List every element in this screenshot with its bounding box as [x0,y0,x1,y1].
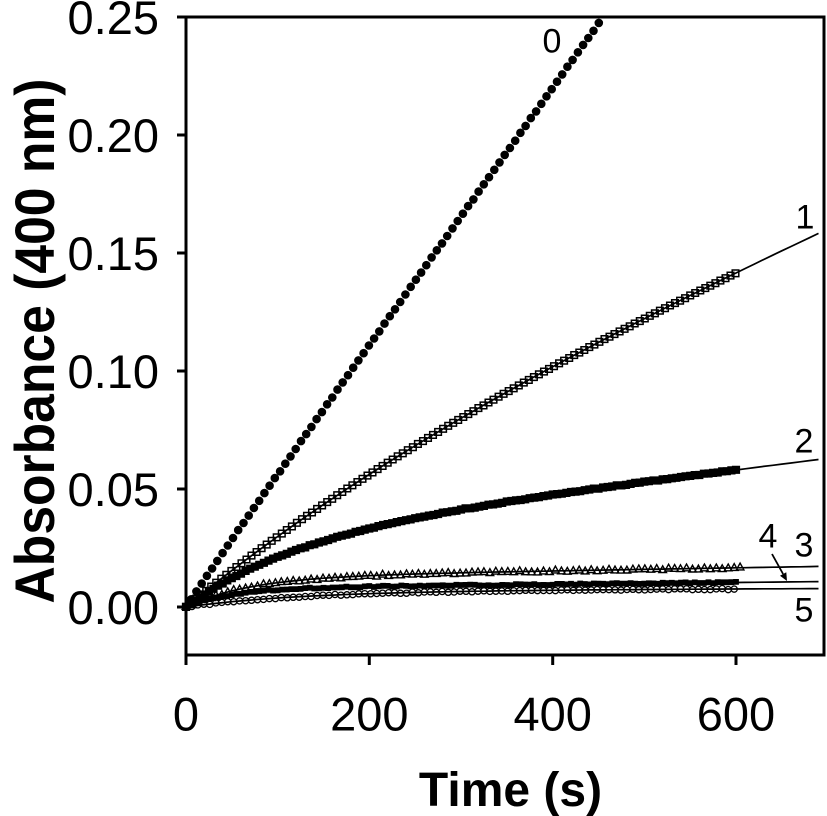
svg-text:0.20: 0.20 [68,109,159,162]
svg-text:Time (s): Time (s) [419,764,602,816]
svg-text:0.10: 0.10 [68,345,159,398]
svg-text:0.00: 0.00 [68,581,159,634]
svg-text:0.25: 0.25 [68,0,159,44]
svg-text:4: 4 [759,517,778,555]
svg-text:600: 600 [697,688,775,741]
svg-text:1: 1 [796,198,815,236]
svg-text:400: 400 [513,688,591,741]
svg-text:0: 0 [543,22,562,60]
svg-text:Absorbance (400 nm): Absorbance (400 nm) [3,79,66,604]
svg-text:200: 200 [330,688,408,741]
svg-text:0: 0 [173,688,199,741]
svg-text:0.15: 0.15 [68,227,159,280]
svg-text:0.05: 0.05 [68,463,159,516]
svg-text:2: 2 [795,422,814,460]
svg-text:3: 3 [795,526,814,564]
svg-text:5: 5 [795,591,814,629]
